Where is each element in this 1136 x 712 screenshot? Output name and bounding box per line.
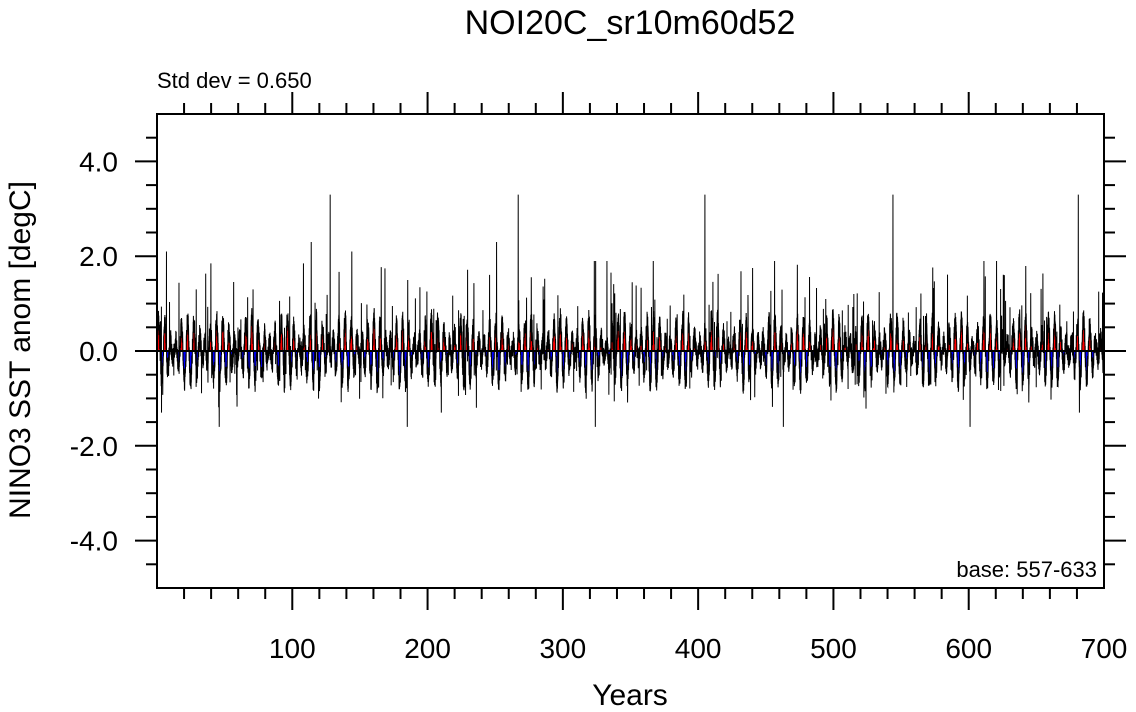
x-axis-label: Years [592,679,668,712]
x-tick-label: 300 [539,633,586,664]
y-tick-label: 2.0 [79,241,118,272]
x-tick-label: 400 [675,633,722,664]
tick-labels: 100 200 300 400 500 600 700 -4.0 -2.0 0.0 2.0 4.0 [70,146,1128,664]
x-tick-label: 700 [1081,633,1128,664]
chart-title: NOI20C_sr10m60d52 [465,4,796,42]
x-tick-label: 500 [810,633,857,664]
x-tick-label: 600 [945,633,992,664]
x-tick-label: 200 [404,633,451,664]
y-tick-label: 4.0 [79,146,118,177]
anomaly-line [156,194,1105,427]
base-period-annotation: base: 557-633 [956,557,1097,582]
y-axis-label: NINO3 SST anom [degC] [4,181,37,519]
y-tick-label: -4.0 [70,526,118,557]
anomaly-fills [157,194,1104,427]
std-dev-annotation: Std dev = 0.650 [157,68,312,93]
x-tick-label: 100 [269,633,316,664]
y-tick-label: 0.0 [79,336,118,367]
y-tick-label: -2.0 [70,431,118,462]
negative-anomaly-fill [157,351,1104,427]
anomaly-series [156,194,1105,427]
positive-anomaly-fill [157,194,1104,351]
axis-ticks [135,92,1126,610]
